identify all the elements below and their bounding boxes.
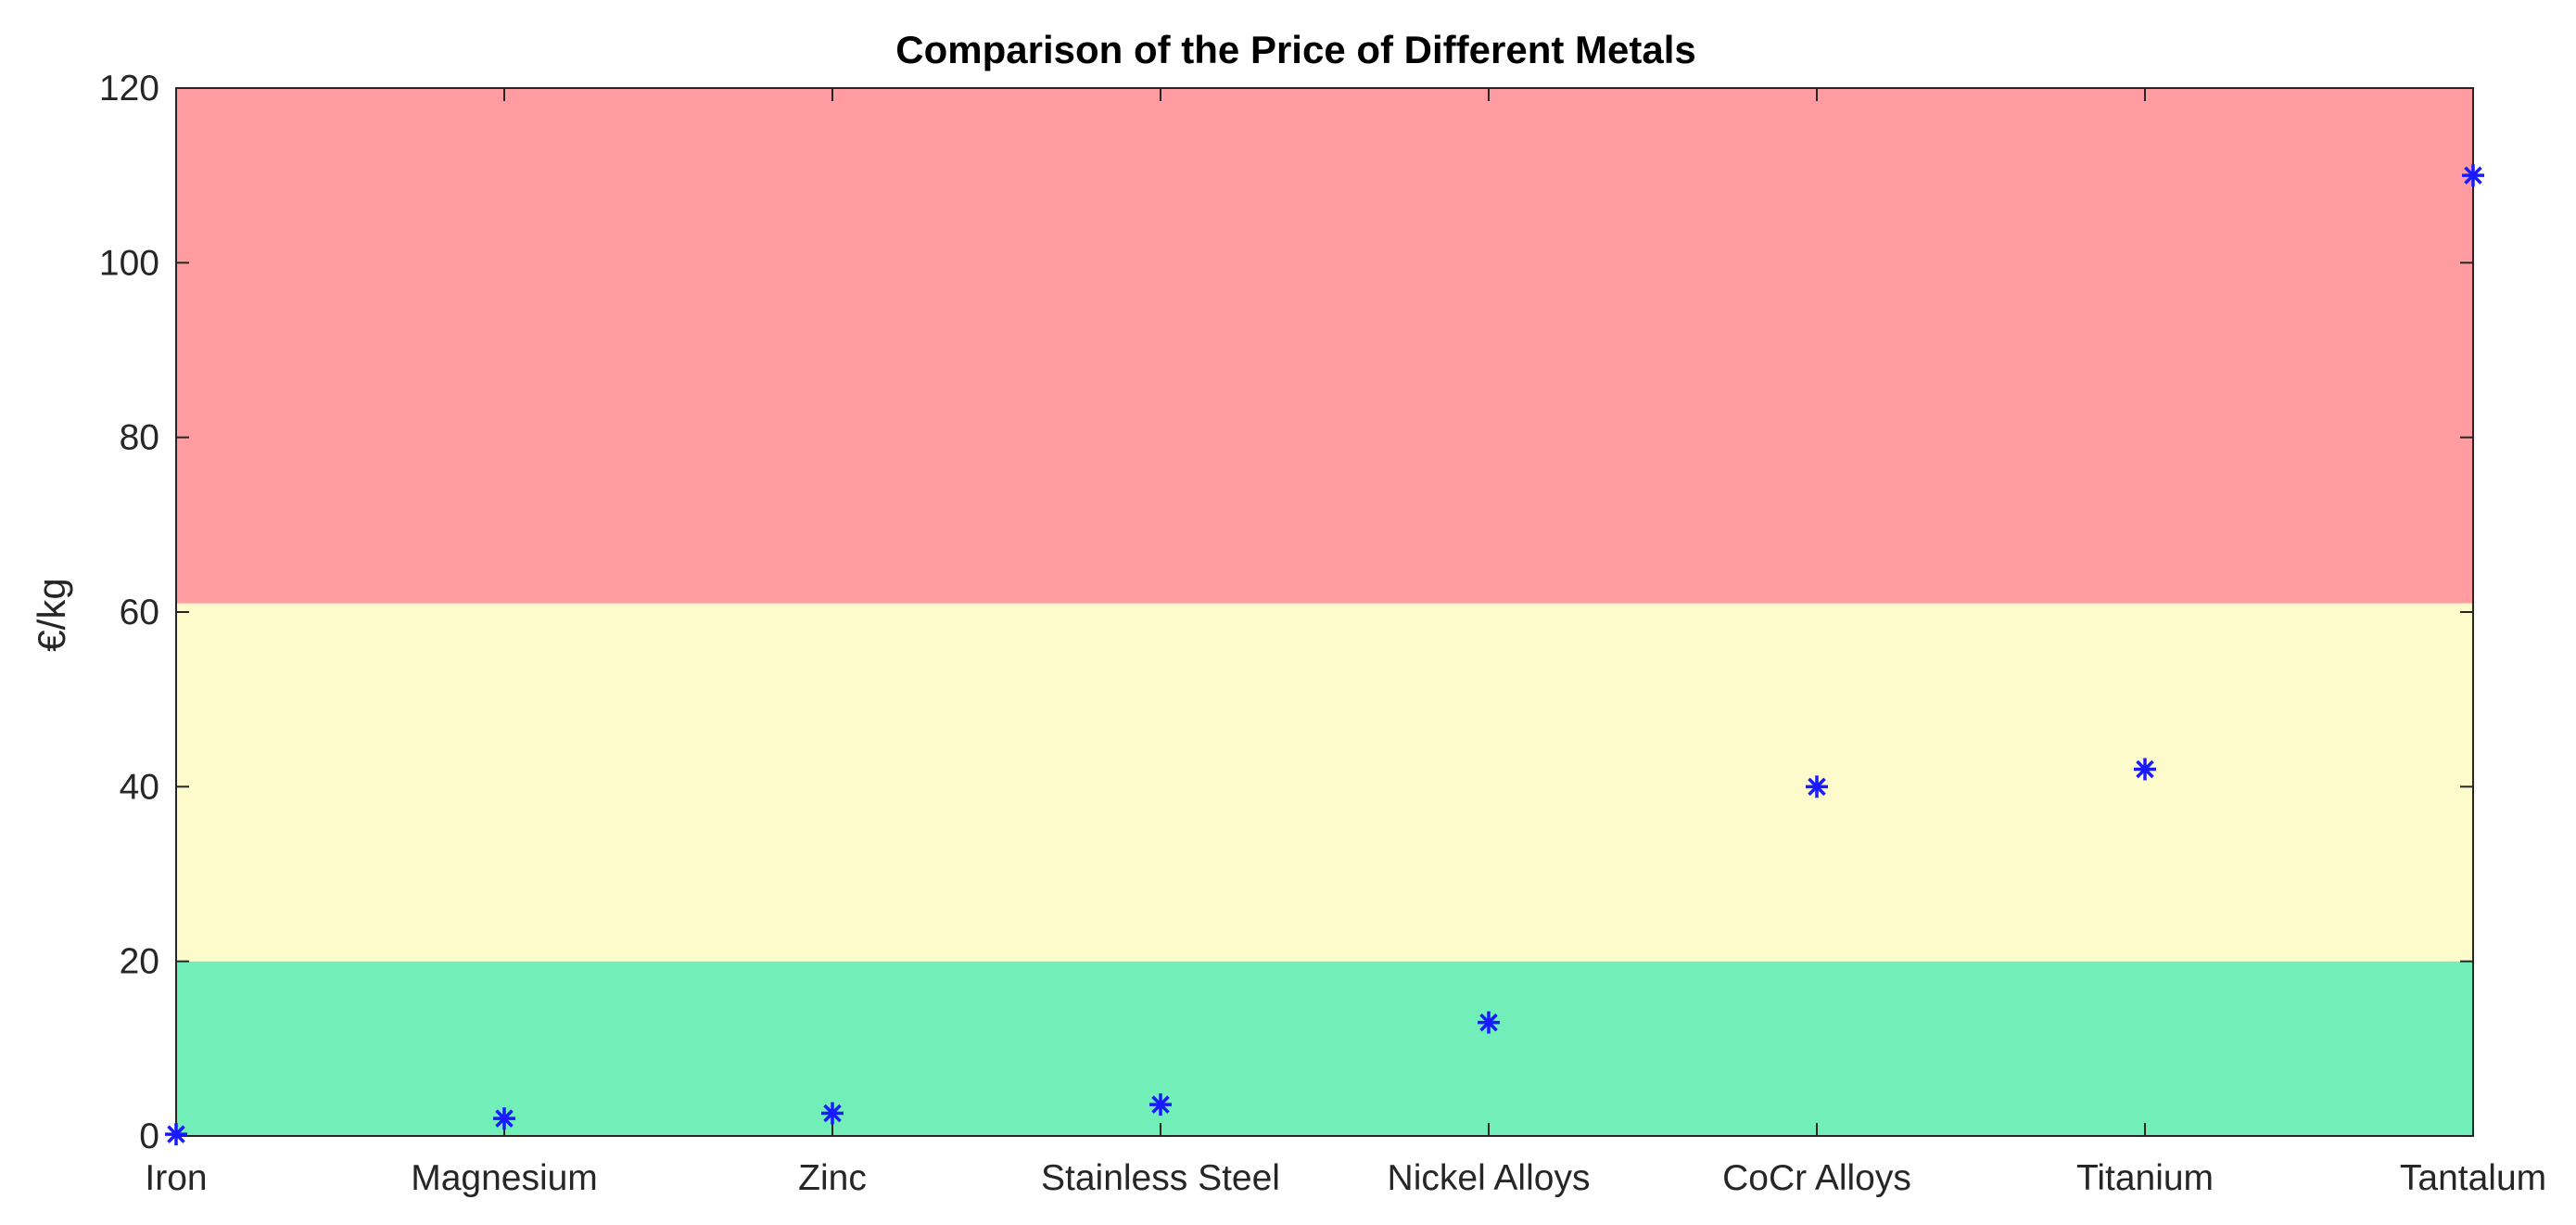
x-tick-label: Tantalum: [2400, 1158, 2546, 1198]
data-point-tantalum: [2462, 164, 2484, 187]
asterisk-stroke: [1479, 1013, 1498, 1032]
data-point-stainless-steel: [1149, 1093, 1172, 1117]
data-point-zinc: [821, 1102, 844, 1125]
x-tick-label: Stainless Steel: [1041, 1158, 1280, 1198]
y-tick-label: 120: [99, 69, 159, 108]
data-points: [165, 164, 2484, 1146]
data-point-nickel-alloys: [1478, 1011, 1500, 1034]
x-tick-label: Iron: [145, 1158, 207, 1198]
y-tick-label: 100: [99, 243, 159, 283]
background-band-0: [176, 961, 2473, 1136]
chart-title: Comparison of the Price of Different Met…: [895, 28, 1695, 71]
data-point-titanium: [2134, 758, 2156, 781]
asterisk-stroke: [1151, 1095, 1170, 1114]
y-tick-label: 40: [120, 767, 159, 807]
y-tick-label: 0: [139, 1117, 159, 1156]
asterisk-stroke: [2136, 759, 2154, 779]
y-tick-label: 60: [120, 593, 159, 632]
data-point-cocr-alloys: [1806, 775, 1828, 798]
asterisk-stroke: [495, 1109, 514, 1128]
x-tick-label: Nickel Alloys: [1388, 1158, 1591, 1198]
y-tick-label: 80: [120, 418, 159, 458]
data-point-magnesium: [493, 1107, 515, 1130]
background-bands: [176, 88, 2473, 1136]
x-axis: Iron Magnesium Zinc Stainless Steel Nickel A…: [145, 88, 2546, 1198]
x-tick-label: Magnesium: [411, 1158, 598, 1198]
background-band-2: [176, 88, 2473, 604]
asterisk-stroke: [2464, 166, 2482, 185]
data-point-iron: [165, 1123, 187, 1146]
background-band-1: [176, 603, 2473, 962]
asterisk-stroke: [823, 1104, 842, 1123]
asterisk-stroke: [1808, 777, 1826, 797]
x-tick-label: CoCr Alloys: [1722, 1158, 1911, 1198]
asterisk-stroke: [167, 1125, 185, 1143]
y-axis-label: €/kg: [30, 578, 73, 651]
x-tick-label: Zinc: [798, 1158, 867, 1198]
y-tick-label: 20: [120, 942, 159, 982]
x-tick-label: Titanium: [2076, 1158, 2214, 1198]
y-axis: 0 20 40 60 80 100 120: [99, 69, 2473, 1156]
